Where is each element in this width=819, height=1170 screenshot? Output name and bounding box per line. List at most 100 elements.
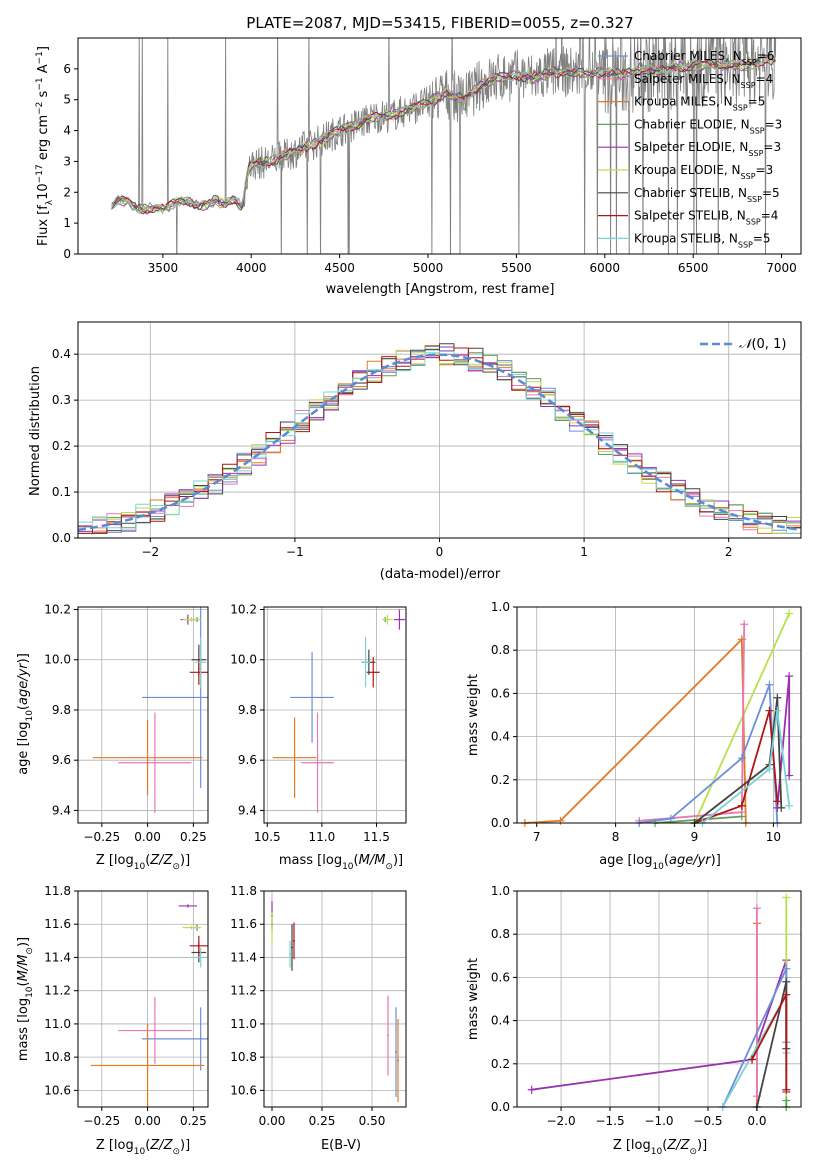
legend-label-sa_elodie: Salpeter ELODIE, NSSP=3 bbox=[634, 140, 781, 158]
spectrum-ytick-label: 0 bbox=[63, 247, 71, 261]
mass-ebv-xlabel: E(B-V) bbox=[321, 1138, 361, 1153]
mass-vs-z-panel: −0.25 0.00 0.25 10.6 10.8 11.0 11.2 11.4 11.6 11.… bbox=[16, 884, 209, 1157]
weight-z-ytick-label: 0.4 bbox=[491, 1014, 510, 1028]
age-z-ytick-label: 9.8 bbox=[52, 703, 71, 717]
weight-z-marker-ch_miles bbox=[782, 964, 791, 973]
weight-age-marker-kr_stelib bbox=[785, 801, 794, 810]
legend-label-kr_elodie: Kroupa ELODIE, NSSP=3 bbox=[634, 163, 773, 181]
spectrum-ytick-label: 6 bbox=[63, 62, 71, 76]
spectrum-ytick-label: 5 bbox=[63, 93, 71, 107]
age-z-xtick-label: −0.25 bbox=[83, 830, 120, 844]
age-z-xtick-label: 0.00 bbox=[134, 830, 161, 844]
mass-ebv-ytick-label: 11.8 bbox=[230, 884, 257, 898]
weight-age-marker-ch_stelib bbox=[777, 803, 786, 812]
mass-ebv-ytick-label: 11.2 bbox=[230, 984, 257, 998]
spectrum-legend: Chabrier MILES, NSSP=6 Salpeter MILES, NS… bbox=[598, 49, 782, 249]
age-z-frame bbox=[77, 606, 209, 824]
weight-age-marks bbox=[520, 609, 794, 827]
weight-z-ytick-label: 0.2 bbox=[491, 1057, 510, 1071]
mass-ebv-ytick-label: 11.6 bbox=[230, 917, 257, 931]
age-vs-z-panel: −0.25 0.00 0.25 9.4 9.6 9.8 10.0 10.2 Z [log10(… bbox=[16, 603, 209, 872]
age-mass-grid bbox=[264, 607, 406, 823]
weight-vs-z-panel: −2.0 −1.5 −1.0 −0.5 0.0 0.0 0.2 0.4 0.6 0.8 1.0 Z … bbox=[466, 884, 802, 1157]
weight-z-ticks: −2.0 −1.5 −1.0 −0.5 0.0 0.0 0.2 0.4 0.6 0.8 1.0 bbox=[491, 884, 767, 1128]
spectrum-model-line-ch_stelib bbox=[111, 58, 776, 214]
weight-age-ytick-label: 0.4 bbox=[491, 730, 510, 744]
legend-label-ch_miles: Chabrier MILES, NSSP=6 bbox=[634, 49, 774, 67]
weight-age-line-kr_miles bbox=[524, 637, 747, 824]
mass-ebv-ytick-label: 11.4 bbox=[230, 950, 257, 964]
mass-vs-ebv-panel: 0.00 0.25 0.50 10.6 10.8 11.0 11.2 11.4 11.6 11.8… bbox=[230, 884, 407, 1153]
weight-age-ylabel: mass weight bbox=[466, 674, 481, 756]
residuals-xlabel: (data-model)/error bbox=[380, 567, 501, 582]
legend-label-sa_stelib: Salpeter STELIB, NSSP=4 bbox=[634, 209, 778, 227]
histogram-ch_stelib bbox=[78, 343, 801, 534]
spectrum-panel: 3500 4000 4500 5000 5500 6000 6500 70000123456 … bbox=[35, 37, 802, 297]
age-vs-mass-panel: 10.5 11.0 11.5 9.4 9.6 9.8 10.0 10.2 mass [log1… bbox=[230, 603, 407, 872]
age-mass-frame bbox=[263, 606, 407, 824]
residuals-panel: −2 −1 0 1 2 0.0 0.1 0.2 0.3 0.4 𝒩(0, 1) (data-mod… bbox=[28, 321, 802, 582]
histogram-sa_stelib bbox=[78, 347, 801, 534]
age-z-ytick-label: 10.0 bbox=[44, 653, 71, 667]
mass-ebv-ytick-label: 11.0 bbox=[230, 1017, 257, 1031]
weight-age-xlabel: age [log10(age/yr)] bbox=[599, 853, 721, 872]
weight-age-marker-ch_stelib bbox=[773, 693, 782, 702]
age-z-ytick-label: 9.4 bbox=[52, 803, 71, 817]
residuals-xtick-label: −2 bbox=[141, 545, 159, 559]
spectrum-xtick-label: 4000 bbox=[236, 261, 267, 275]
weight-age-line-ch_stelib bbox=[693, 697, 783, 824]
weight-age-xtick-label: 7 bbox=[533, 830, 541, 844]
weight-age-marker-sa_stelib bbox=[765, 706, 774, 715]
spectrum-xtick-label: 6500 bbox=[678, 261, 709, 275]
weight-age-frame bbox=[516, 606, 802, 824]
residuals-ytick-label: 0.3 bbox=[52, 393, 71, 407]
legend-label-sa_miles: Salpeter MILES, NSSP=4 bbox=[634, 72, 773, 90]
mass-ebv-xtick-label: 0.25 bbox=[309, 1114, 336, 1128]
age-z-marks bbox=[92, 607, 208, 813]
weight-z-marker-ch_elodie bbox=[782, 1096, 791, 1105]
mass-z-ytick-label: 10.8 bbox=[44, 1050, 71, 1064]
spectrum-xtick-label: 7000 bbox=[766, 261, 797, 275]
weight-age-ytick-label: 1.0 bbox=[491, 600, 510, 614]
legend-label-kr_miles: Kroupa MILES, NSSP=5 bbox=[634, 95, 765, 113]
legend-label-ch_elodie: Chabrier ELODIE, NSSP=3 bbox=[634, 117, 782, 135]
weight-age-marker-sa_miles bbox=[740, 620, 749, 629]
mass-ebv-ticks: 0.00 0.25 0.50 10.6 10.8 11.0 11.2 11.4 11.6 11.8 bbox=[230, 884, 385, 1128]
weight-z-marker-sa_stelib bbox=[782, 1085, 791, 1094]
weight-age-marker-ch_elodie bbox=[737, 812, 746, 821]
residuals-ytick-label: 0.1 bbox=[52, 485, 71, 499]
weight-age-ytick-label: 0.6 bbox=[491, 686, 510, 700]
weight-z-frame bbox=[516, 890, 802, 1108]
figure-title: PLATE=2087, MJD=53415, FIBERID=0055, z=0… bbox=[246, 14, 633, 32]
spectrum-ylabel: Flux [fλ10−17 erg cm−2 s−1 A−1] bbox=[35, 46, 55, 246]
age-mass-xtick-label: 11.5 bbox=[363, 830, 390, 844]
residuals-legend: 𝒩(0, 1) bbox=[700, 337, 786, 352]
weight-age-marker-kr_stelib bbox=[765, 765, 774, 773]
residuals-xtick-label: −1 bbox=[286, 545, 304, 559]
weight-age-marker-sa_stelib bbox=[773, 797, 782, 806]
weight-z-xtick-label: −2.0 bbox=[546, 1114, 575, 1128]
weight-z-ytick-label: 1.0 bbox=[491, 884, 510, 898]
spectrum-xtick-label: 5000 bbox=[413, 261, 444, 275]
weight-z-marker-sa_stelib bbox=[748, 1055, 757, 1064]
weight-age-marker-sa_elodie bbox=[785, 672, 794, 681]
mass-ebv-marks bbox=[271, 900, 399, 1103]
age-mass-xtick-label: 11.0 bbox=[309, 830, 336, 844]
weight-z-ylabel: mass weight bbox=[466, 958, 481, 1040]
mass-z-xtick-label: −0.25 bbox=[83, 1114, 120, 1128]
mass-ebv-xtick-label: 0.50 bbox=[359, 1114, 386, 1128]
weight-z-xlabel: Z [log10(Z/Z⊙)] bbox=[613, 1138, 707, 1157]
weight-age-marker-sa_elodie bbox=[785, 771, 794, 780]
mass-z-marks bbox=[90, 904, 208, 1107]
spectrum-xlabel: wavelength [Angstrom, rest frame] bbox=[326, 282, 555, 297]
mass-z-xlabel: Z [log10(Z/Z⊙)] bbox=[96, 1138, 190, 1157]
spectrum-frame bbox=[77, 37, 802, 255]
mass-z-xtick-label: 0.00 bbox=[134, 1114, 161, 1128]
mass-z-ytick-label: 11.6 bbox=[44, 917, 71, 931]
weight-z-marker-ch_stelib bbox=[782, 977, 791, 986]
weight-age-xtick-label: 8 bbox=[612, 830, 620, 844]
residuals-xtick-label: 2 bbox=[725, 545, 733, 559]
mass-z-ytick-label: 11.4 bbox=[44, 950, 71, 964]
age-mass-xlabel: mass [log10(M/M⊙)] bbox=[279, 853, 403, 872]
